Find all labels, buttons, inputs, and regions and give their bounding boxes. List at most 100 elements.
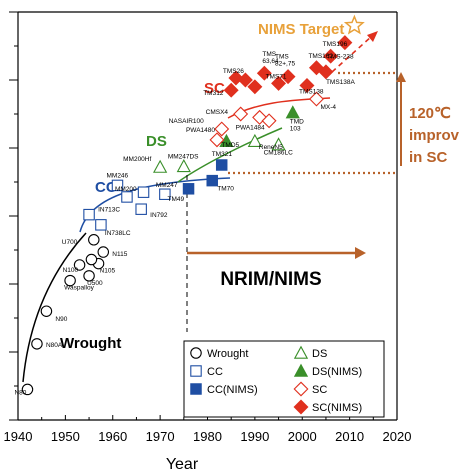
data-point <box>337 35 353 51</box>
data-point <box>247 133 263 147</box>
data-label: TMS196 <box>323 41 348 48</box>
data-label: N105 <box>100 268 116 275</box>
legend-label: CC(NIMS) <box>207 384 258 396</box>
data-label: MM246 <box>106 172 128 179</box>
improvement-label-3: in SC <box>409 149 448 166</box>
data-point <box>85 253 98 266</box>
legend-marker <box>293 381 309 397</box>
data-point <box>323 48 339 64</box>
data-label: U700 <box>62 239 78 246</box>
data-label: N80 <box>14 389 26 396</box>
data-label: CM186LC <box>264 150 294 157</box>
x-tick-label: 1970 <box>146 429 175 444</box>
data-label: N100 <box>63 267 79 274</box>
data-point <box>152 159 168 173</box>
data-point <box>83 208 95 221</box>
x-tick-label: 1950 <box>51 429 80 444</box>
data-label: U500 <box>87 280 103 287</box>
data-label: Waspalloy <box>64 285 94 292</box>
nims-target-label: NIMS Target <box>258 21 344 38</box>
data-label: TMD5 <box>221 142 239 149</box>
data-label: IN738LC <box>105 230 131 237</box>
wrought-class-label: Wrought <box>60 335 121 352</box>
improvement-label-2: improv <box>409 127 460 144</box>
y-ticks <box>9 11 18 421</box>
nrim-era-arrowhead <box>355 247 366 259</box>
data-label: IN713C <box>98 207 120 214</box>
data-label: TMD 103 <box>290 119 304 133</box>
data-label: PWA1480 <box>186 127 215 134</box>
data-point <box>214 121 230 137</box>
ds-class-label: DS <box>146 133 167 150</box>
data-point <box>261 113 277 129</box>
data-point <box>271 75 287 91</box>
data-point <box>256 65 272 81</box>
nrim-nims-label: NRIM/NIMS <box>220 269 321 290</box>
x-axis-title: Year <box>166 456 199 473</box>
data-label: NASAIR100 <box>169 118 204 125</box>
x-tick-label: 2010 <box>335 429 364 444</box>
data-label: MM200Hf <box>123 156 151 163</box>
data-label: MM247 <box>156 182 178 189</box>
sc-class-label: SC <box>204 80 225 97</box>
data-point <box>308 91 324 107</box>
data-point <box>21 383 34 396</box>
data-label: MM200 <box>115 186 137 193</box>
x-tick-label: 1940 <box>4 429 33 444</box>
data-label: TM321 <box>212 151 233 158</box>
data-point <box>73 259 86 271</box>
data-point <box>209 132 225 148</box>
data-point <box>299 77 315 93</box>
legend-box <box>183 340 385 418</box>
data-point <box>318 64 334 80</box>
data-label: N80A <box>46 342 63 349</box>
data-label: TM49 <box>168 196 185 203</box>
legend-marker <box>293 345 309 359</box>
data-point <box>247 79 263 95</box>
legend-marker <box>190 365 202 377</box>
legend-label: DS <box>312 348 327 360</box>
data-point <box>111 179 124 192</box>
data-label: IN792 <box>150 212 168 219</box>
target-projection-arrowhead <box>367 31 378 42</box>
improvement-arrowhead <box>396 72 406 82</box>
data-point <box>95 219 107 231</box>
data-label: TMS26 <box>223 68 244 75</box>
data-point <box>237 72 253 88</box>
x-ticks: 1940 1950 1960 1970 1980 1990 2000 2010 2020 <box>4 415 412 444</box>
x-tick-label: 2020 <box>383 429 412 444</box>
data-label: TM70 <box>217 186 234 193</box>
data-label: TMS 63,64 <box>262 51 279 65</box>
data-label: CMSX4 <box>206 109 229 116</box>
data-point <box>182 183 195 195</box>
legend-label: DS(NIMS) <box>312 366 362 378</box>
data-point <box>64 274 76 287</box>
data-label: TMS138 <box>299 88 324 95</box>
legend-marker <box>293 399 309 415</box>
data-label: N90 <box>55 316 67 323</box>
data-label: MX-4 <box>320 104 336 111</box>
legend-label: CC <box>207 366 223 378</box>
nims-target-star <box>343 14 365 35</box>
data-label: MM247DS <box>168 153 199 160</box>
legend-label: SC(NIMS) <box>312 402 362 414</box>
data-point <box>135 203 147 215</box>
data-point <box>88 234 100 246</box>
x-tick-label: 2000 <box>288 429 317 444</box>
x-tick-label: 1980 <box>193 429 222 444</box>
legend-marker <box>190 347 202 359</box>
x-tick-label: 1960 <box>98 429 127 444</box>
data-label: TM312 <box>203 90 224 97</box>
improvement-label-1: 120℃ <box>409 105 451 122</box>
legend-marker <box>293 363 309 377</box>
data-label: TMS71 <box>266 73 287 80</box>
data-point <box>137 186 150 198</box>
data-point <box>215 159 228 171</box>
data-label: TMS138A <box>326 79 356 86</box>
data-point <box>223 82 239 98</box>
data-label: TMS 82+,75 <box>275 54 295 68</box>
legend-label: SC <box>312 384 327 396</box>
data-point <box>40 305 53 317</box>
legend-label: Wrought <box>207 348 248 360</box>
